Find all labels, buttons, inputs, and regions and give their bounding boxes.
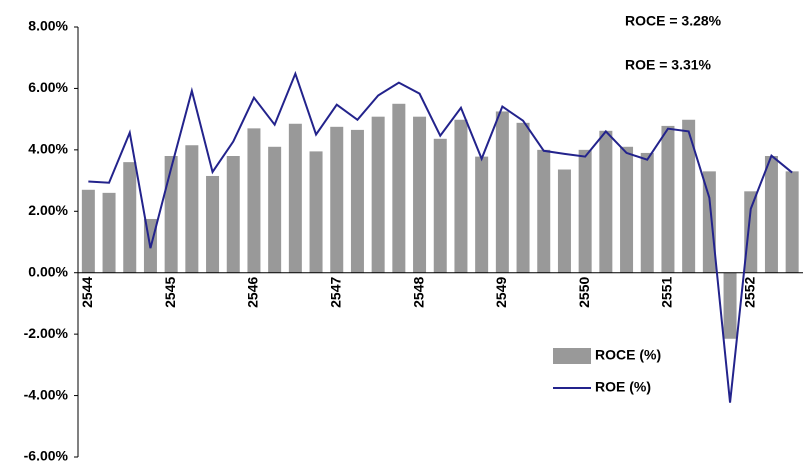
bar [185, 145, 199, 273]
x-tick-label: 2546 [245, 277, 261, 308]
bar [640, 152, 654, 273]
bar [226, 156, 240, 273]
x-tick-label: 2551 [659, 277, 675, 308]
bar [764, 156, 778, 273]
bar [599, 130, 613, 273]
bar [330, 126, 344, 273]
bar [661, 125, 675, 273]
bar [371, 116, 385, 273]
bar [537, 149, 551, 273]
bar [206, 175, 220, 273]
y-tick-label: -2.00% [24, 325, 69, 341]
y-tick-label: 2.00% [28, 202, 68, 218]
legend-swatch [553, 348, 591, 364]
bar [81, 189, 95, 273]
bar [247, 128, 261, 273]
x-tick-label: 2549 [493, 277, 509, 308]
bar [516, 122, 530, 273]
y-tick-label: -4.00% [24, 386, 69, 402]
bar [350, 129, 364, 273]
bar [475, 156, 489, 273]
y-tick-label: 6.00% [28, 79, 68, 95]
bar [288, 123, 302, 273]
y-tick-label: -6.00% [24, 448, 69, 464]
y-tick-label: 0.00% [28, 263, 68, 279]
x-tick-label: 2547 [327, 277, 343, 308]
x-tick-label: 2552 [741, 277, 757, 308]
bar [495, 111, 509, 273]
annotation: ROCE = 3.28% [625, 13, 722, 29]
x-tick-label: 2544 [79, 277, 95, 308]
bar [702, 171, 716, 273]
line [88, 70, 793, 403]
bar [413, 116, 427, 273]
bar [620, 146, 634, 273]
legend-label: ROE (%) [595, 379, 651, 395]
annotation: ROE = 3.31% [625, 57, 712, 73]
y-tick-label: 8.00% [28, 18, 68, 34]
bar [785, 171, 799, 273]
bar [454, 119, 468, 273]
bar [102, 192, 116, 273]
bar [557, 169, 571, 273]
bar [433, 138, 447, 273]
bar [164, 156, 178, 273]
bar [723, 272, 737, 339]
bar [578, 149, 592, 273]
bar [392, 103, 406, 273]
bar [744, 191, 758, 273]
bar [123, 162, 137, 273]
x-tick-label: 2550 [576, 277, 592, 308]
legend-label: ROCE (%) [595, 347, 661, 363]
bar [682, 119, 696, 273]
bar [309, 151, 323, 273]
bar [268, 146, 282, 273]
x-tick-label: 2548 [410, 277, 426, 308]
y-tick-label: 4.00% [28, 141, 68, 157]
x-tick-label: 2545 [162, 277, 178, 308]
